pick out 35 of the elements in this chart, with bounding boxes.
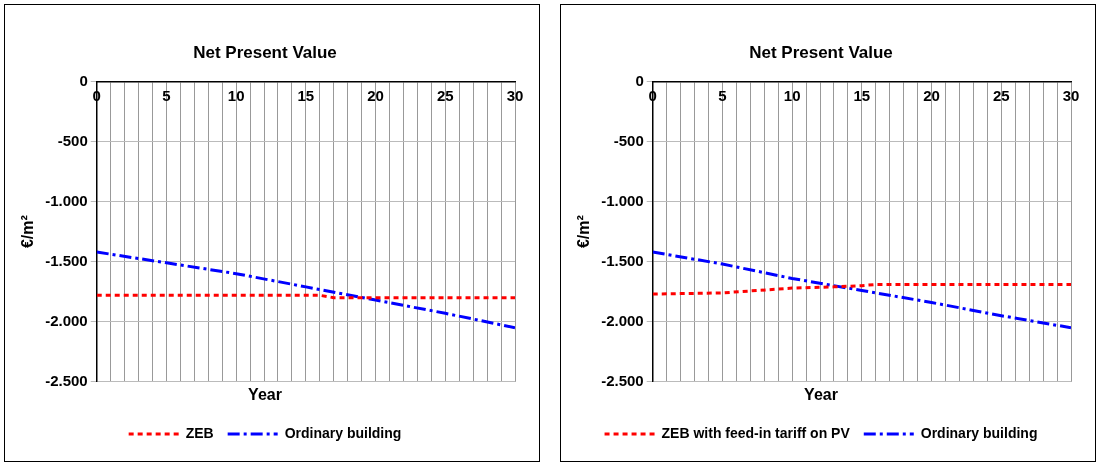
y-tick-label: -500 [613, 131, 644, 149]
y-tick-label: -1.000 [45, 191, 88, 209]
y-axis-title: €/m² [575, 215, 593, 249]
x-tick-label: 10 [227, 87, 245, 105]
x-tick-label: 20 [367, 87, 384, 105]
y-tick-label: -2.000 [601, 311, 644, 329]
x-tick-label: 25 [436, 87, 454, 105]
y-tick-label: -2.500 [601, 371, 644, 389]
legend-label: Ordinary building [920, 424, 1038, 441]
y-axis-title: €/m² [19, 215, 37, 249]
y-tick-label: -1.500 [45, 251, 88, 269]
y-tick-label: -1.000 [601, 191, 644, 209]
y-tick-label: -2.000 [45, 311, 88, 329]
chart-title: Net Present Value [193, 42, 337, 62]
x-tick-label: 25 [992, 87, 1010, 105]
y-tick-label: 0 [79, 71, 88, 89]
x-tick-label: 5 [162, 87, 171, 105]
y-tick-label: 0 [635, 71, 644, 89]
x-tick-label: 10 [783, 87, 801, 105]
legend-label: ZEB with feed-in tariff on PV [661, 424, 851, 441]
y-tick-label: -500 [57, 131, 88, 149]
x-tick-label: 5 [718, 87, 727, 105]
x-tick-label: 30 [506, 87, 524, 105]
x-tick-label: 15 [297, 87, 315, 105]
legend-label: ZEB [185, 424, 214, 441]
x-axis-title: Year [804, 386, 838, 404]
x-axis-title: Year [248, 386, 282, 404]
legend-label: Ordinary building [284, 424, 402, 441]
x-tick-label: 15 [853, 87, 871, 105]
x-tick-label: 30 [1062, 87, 1080, 105]
y-tick-label: -2.500 [45, 371, 88, 389]
x-tick-label: 20 [923, 87, 940, 105]
chart-title: Net Present Value [749, 42, 893, 62]
line-series [652, 282, 1071, 296]
y-tick-label: -1.500 [601, 251, 644, 269]
